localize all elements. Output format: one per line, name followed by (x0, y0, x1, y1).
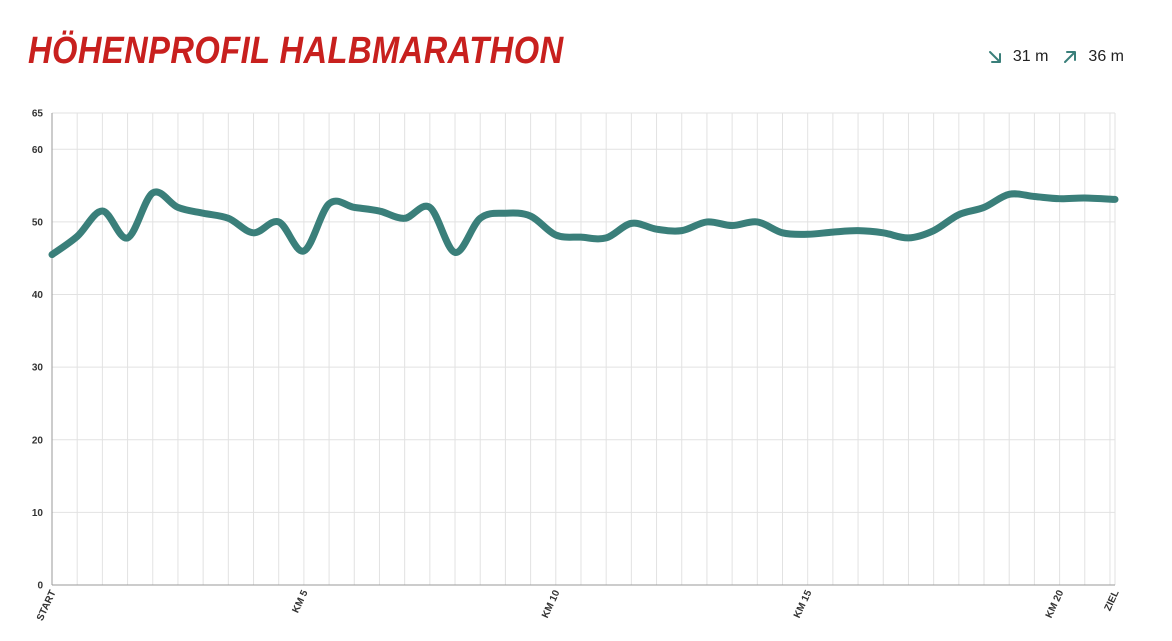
descent-value: 31 m (1012, 48, 1049, 65)
y-tick-label: 40 (32, 290, 44, 301)
y-tick-label: 0 (37, 581, 43, 592)
axes (51, 113, 1115, 586)
elevation-stats: 31 m 36 m (987, 48, 1124, 66)
x-tick-label: KM 5 (291, 588, 311, 615)
elevation-line (48, 188, 1119, 259)
y-tick-label: 10 (32, 508, 44, 519)
y-tick-label: 65 (32, 109, 44, 120)
y-tick-label: 20 (32, 435, 44, 446)
arrow-down-right-icon (987, 49, 1003, 65)
y-tick-label: 30 (32, 363, 44, 374)
x-tick-label: KM 20 (1044, 588, 1067, 620)
tick-labels: 0 10 20 30 40 50 60 65 START KM 5 KM 10 KM 15 KM 20 Z… (32, 109, 1122, 623)
ascent-stat: 36 m (1062, 48, 1124, 66)
descent-stat: 31 m (987, 48, 1049, 66)
ascent-value: 36 m (1088, 48, 1124, 65)
arrow-up-right-icon (1062, 49, 1078, 65)
x-tick-label: KM 10 (540, 588, 563, 620)
grid (51, 112, 1116, 586)
chart-title: HÖHENPROFIL HALBMARATHON (28, 30, 564, 72)
x-tick-label: KM 15 (792, 588, 815, 620)
x-tick-label: START (35, 589, 59, 623)
series (48, 188, 1119, 259)
y-tick-label: 60 (32, 145, 44, 156)
y-tick-label: 50 (32, 217, 44, 228)
x-tick-label: ZIEL (1103, 589, 1122, 613)
